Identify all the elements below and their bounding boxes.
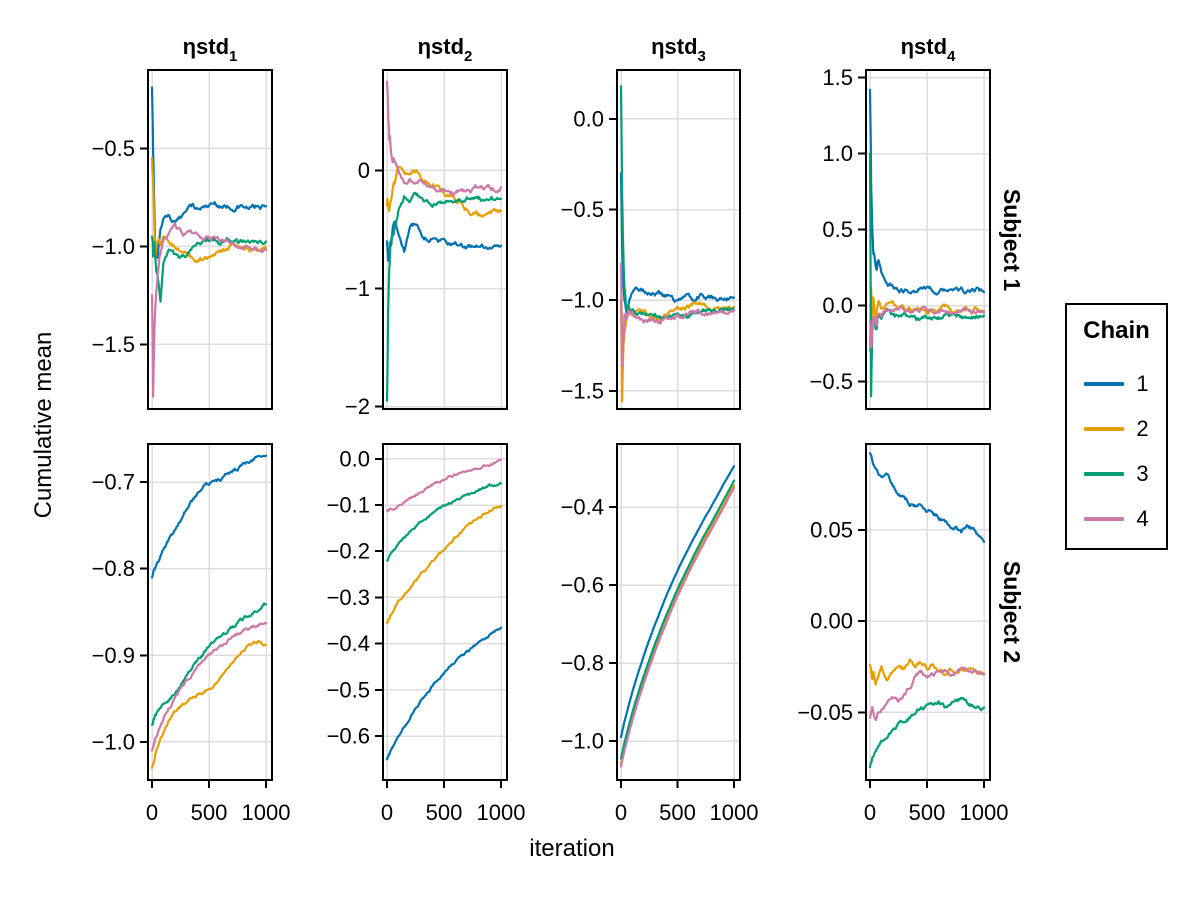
legend-entries: 1 2 3 4 [1084, 371, 1149, 531]
svg-text:−0.05: −0.05 [797, 700, 853, 725]
svg-text:−1: −1 [345, 276, 370, 301]
legend-entry-label: 1 [1136, 371, 1149, 396]
panel-subject-2-eta-std-4: 0.05 0.00 −0.05 0 500 1000 [797, 443, 1009, 825]
svg-text:0: 0 [381, 800, 393, 825]
row-label-subject-2: Subject 2 [999, 560, 1025, 664]
legend: Chain 1 2 3 4 [1065, 303, 1168, 550]
svg-text:500: 500 [191, 800, 228, 825]
svg-text:−2: −2 [345, 394, 370, 419]
legend-line-icon-chain-1 [1084, 382, 1125, 386]
svg-text:0.05: 0.05 [810, 517, 853, 542]
svg-text:−0.5: −0.5 [327, 677, 370, 702]
x-axis-label: iteration [529, 835, 615, 862]
svg-text:1000: 1000 [710, 800, 759, 825]
svg-text:−0.9: −0.9 [92, 643, 135, 668]
panel-subject-2-eta-std-1: −0.7 −0.8 −0.9 −1.0 0 500 1000 [92, 443, 291, 825]
svg-text:1.0: 1.0 [822, 141, 853, 166]
legend-entry-chain-3: 3 [1084, 461, 1149, 486]
panel-subject-2-eta-std-3: −0.4 −0.6 −0.8 −1.0 0 500 1000 [561, 443, 759, 825]
col-title-eta-std-4: ηstd4 [866, 34, 990, 66]
col-title-subscript: 4 [947, 48, 956, 66]
panel-subject-1-eta-std-3: 0.0 −0.5 −1.0 −1.5 [561, 69, 741, 410]
svg-text:1000: 1000 [477, 800, 526, 825]
svg-text:−0.6: −0.6 [561, 573, 604, 598]
panel-subject-1-eta-std-4: 1.5 1.0 0.5 0.0 −0.5 [810, 65, 991, 410]
svg-text:0.0: 0.0 [339, 446, 370, 471]
legend-line-icon-chain-4 [1084, 517, 1125, 521]
svg-text:−0.5: −0.5 [561, 197, 604, 222]
svg-text:−1.0: −1.0 [561, 729, 604, 754]
svg-text:−1.0: −1.0 [561, 288, 604, 313]
col-title-base: ηstd [182, 34, 230, 59]
svg-text:−0.5: −0.5 [92, 136, 135, 161]
svg-text:0: 0 [358, 158, 370, 183]
col-title-base: ηstd [417, 34, 465, 59]
panel-subject-2-eta-std-2: 0.0 −0.1 −0.2 −0.3 −0.4 −0.5 −0.6 0 500 1000 [327, 443, 526, 825]
svg-text:−0.3: −0.3 [327, 585, 370, 610]
svg-text:500: 500 [909, 800, 946, 825]
svg-text:1000: 1000 [960, 800, 1009, 825]
svg-text:−0.8: −0.8 [561, 651, 604, 676]
svg-text:−1.5: −1.5 [92, 332, 135, 357]
legend-entry-label: 3 [1136, 461, 1149, 486]
svg-text:−1.0: −1.0 [92, 234, 135, 259]
col-title-eta-std-1: ηstd1 [148, 34, 272, 66]
legend-entry-chain-1: 1 [1084, 371, 1149, 396]
svg-text:−1.0: −1.0 [92, 729, 135, 754]
svg-text:−0.8: −0.8 [92, 556, 135, 581]
col-title-eta-std-3: ηstd3 [617, 34, 740, 66]
legend-line-icon-chain-2 [1084, 427, 1125, 431]
svg-text:−0.4: −0.4 [561, 495, 604, 520]
svg-text:0: 0 [146, 800, 158, 825]
panel-subject-1-eta-std-1: −0.5 −1.0 −1.5 [92, 69, 273, 410]
col-title-subscript: 3 [697, 48, 706, 66]
svg-text:0.5: 0.5 [822, 217, 853, 242]
legend-title: Chain [1083, 317, 1150, 344]
svg-text:−0.5: −0.5 [810, 369, 853, 394]
col-title-eta-std-2: ηstd2 [383, 34, 507, 66]
svg-text:500: 500 [426, 800, 463, 825]
svg-text:−0.7: −0.7 [92, 470, 135, 495]
svg-text:0.00: 0.00 [810, 609, 853, 634]
y-axis-label: Cumulative mean [30, 331, 57, 519]
svg-text:0.0: 0.0 [822, 293, 853, 318]
panel-subject-1-eta-std-2: 0 −1 −2 [345, 69, 508, 419]
legend-entry-chain-2: 2 [1084, 416, 1149, 441]
legend-entry-label: 4 [1136, 506, 1149, 531]
svg-text:500: 500 [659, 800, 696, 825]
col-title-base: ηstd [651, 34, 698, 59]
svg-text:−1.5: −1.5 [561, 378, 604, 403]
svg-text:−0.4: −0.4 [327, 631, 370, 656]
svg-text:1000: 1000 [242, 800, 291, 825]
row-label-subject-1: Subject 1 [999, 188, 1025, 291]
legend-entry-chain-4: 4 [1084, 506, 1149, 531]
svg-text:0: 0 [615, 800, 627, 825]
legend-entry-label: 2 [1136, 416, 1149, 441]
svg-text:1.5: 1.5 [822, 65, 853, 90]
col-title-base: ηstd [900, 34, 948, 59]
svg-text:0: 0 [864, 800, 876, 825]
legend-line-icon-chain-3 [1084, 472, 1125, 476]
col-title-subscript: 2 [464, 48, 473, 66]
col-title-subscript: 1 [229, 48, 238, 66]
svg-text:0.0: 0.0 [573, 106, 604, 131]
svg-text:−0.1: −0.1 [327, 493, 370, 518]
svg-text:−0.6: −0.6 [327, 724, 370, 749]
svg-text:−0.2: −0.2 [327, 539, 370, 564]
